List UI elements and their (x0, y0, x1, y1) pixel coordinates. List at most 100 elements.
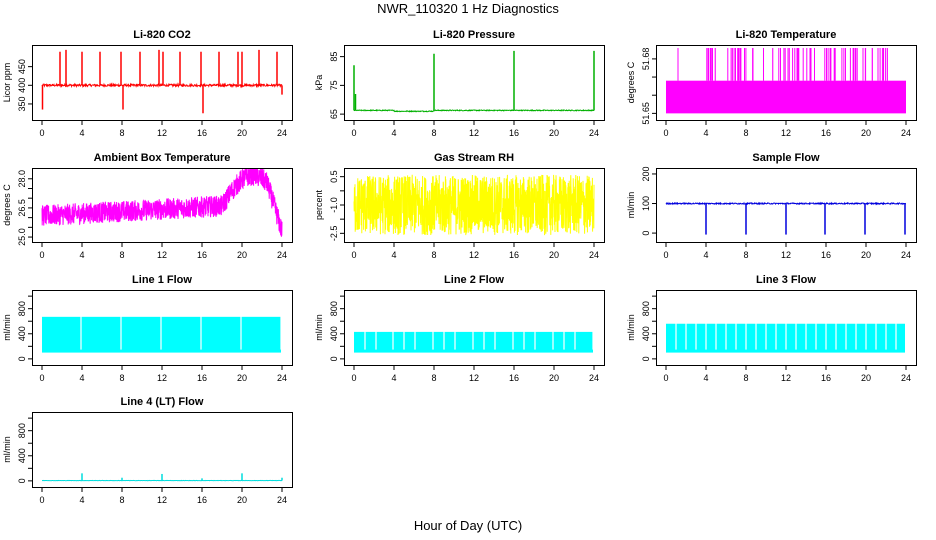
series-li-820-temperature (666, 48, 906, 114)
x-tick-label-ambient-box-temperature-20: 20 (237, 250, 247, 260)
x-tick-label-li-820-co2-24: 24 (277, 128, 287, 138)
x-tick-label-li-820-co2-16: 16 (197, 128, 207, 138)
x-tick-label-line-2-flow-20: 20 (549, 373, 559, 383)
y-tick-label-sample-flow-0: 0 (641, 231, 651, 236)
y-tick-label-line-2-flow-2: 400 (329, 326, 339, 341)
x-tick-label-line-4-lt-flow-0: 0 (39, 495, 44, 505)
x-tick-label-li-820-temperature-4: 4 (703, 128, 708, 138)
x-tick-label-ambient-box-temperature-16: 16 (197, 250, 207, 260)
y-tick-label-line-1-flow-4: 800 (17, 301, 27, 316)
y-axis-label-sample-flow: ml/min (626, 192, 636, 219)
x-tick-label-li-820-temperature-12: 12 (781, 128, 791, 138)
x-tick-label-line-1-flow-8: 8 (119, 373, 124, 383)
y-tick-label-line-3-flow-2: 400 (641, 326, 651, 341)
x-tick-label-li-820-temperature-16: 16 (821, 128, 831, 138)
y-axis-label-line-3-flow: ml/min (626, 314, 636, 341)
x-tick-label-ambient-box-temperature-12: 12 (157, 250, 167, 260)
panel-title-ambient-box-temperature: Ambient Box Temperature (94, 152, 231, 164)
panel-li-820-pressure: Li-820 Pressure kPa 0 4 8 12 16 20 24 65 75 85 (314, 29, 605, 138)
y-axis-label-li-820-pressure: kPa (314, 75, 324, 91)
x-tick-label-line-4-lt-flow-24: 24 (277, 495, 287, 505)
series-line-sample-flow (665, 201, 906, 206)
y-tick-label-gas-stream-rh-4: 0.5 (329, 170, 339, 183)
x-axis-label: Hour of Day (UTC) (413, 518, 523, 533)
panel-title-li-820-co2: Li-820 CO2 (133, 29, 190, 41)
x-tick-label-line-4-lt-flow-20: 20 (237, 495, 247, 505)
y-tick-label-ambient-box-temperature-3: 26.5 (17, 199, 27, 217)
series-line-li-820-pressure (353, 109, 595, 113)
x-tick-label-li-820-pressure-0: 0 (351, 128, 356, 138)
x-tick-label-ambient-box-temperature-0: 0 (39, 250, 44, 260)
x-tick-label-sample-flow-8: 8 (743, 250, 748, 260)
y-tick-label-line-2-flow-4: 800 (329, 301, 339, 316)
x-tick-label-line-1-flow-0: 0 (39, 373, 44, 383)
y-axis-label-ambient-box-temperature: degrees C (2, 184, 12, 226)
x-tick-label-gas-stream-rh-4: 4 (391, 250, 396, 260)
x-tick-label-line-3-flow-20: 20 (861, 373, 871, 383)
panel-line-2-flow: Line 2 Flow ml/min 0 4 8 12 16 20 24 0 400 800 (314, 274, 605, 383)
x-tick-label-li-820-pressure-16: 16 (509, 128, 519, 138)
x-tick-label-ambient-box-temperature-24: 24 (277, 250, 287, 260)
panel-title-gas-stream-rh: Gas Stream RH (434, 152, 514, 164)
y-tick-label-gas-stream-rh-0: -2.5 (329, 226, 339, 242)
panel-sample-flow: Sample Flow ml/min 0 4 8 12 16 20 24 0 100 200 (626, 152, 917, 260)
y-tick-label-line-3-flow-4: 800 (641, 301, 651, 316)
series-line-3-flow (666, 322, 905, 353)
x-tick-label-sample-flow-20: 20 (861, 250, 871, 260)
x-tick-label-li-820-co2-12: 12 (157, 128, 167, 138)
x-tick-label-li-820-pressure-12: 12 (469, 128, 479, 138)
y-axis-label-li-820-co2: Licor ppm (2, 63, 12, 103)
x-tick-label-line-2-flow-4: 4 (391, 373, 396, 383)
panel-frame-line-2-flow (344, 290, 605, 366)
x-tick-label-li-820-pressure-20: 20 (549, 128, 559, 138)
x-tick-label-line-3-flow-0: 0 (663, 373, 668, 383)
series-spikes-li-820-temperature (677, 48, 888, 81)
x-tick-label-gas-stream-rh-0: 0 (351, 250, 356, 260)
x-tick-label-li-820-co2-20: 20 (237, 128, 247, 138)
x-tick-label-line-2-flow-0: 0 (351, 373, 356, 383)
series-line-2-flow (354, 330, 594, 353)
x-tick-label-sample-flow-12: 12 (781, 250, 791, 260)
series-line-ambient-box-temperature (41, 168, 283, 237)
y-tick-label-sample-flow-1: 100 (641, 196, 651, 211)
series-line-4-lt-flow (42, 473, 283, 482)
panel-li-820-temperature: Li-820 Temperature degrees C 0 4 8 12 16 20 24 51… (626, 29, 917, 138)
y-tick-label-line-4-lt-flow-2: 400 (17, 448, 27, 463)
x-tick-label-sample-flow-0: 0 (663, 250, 668, 260)
panel-title-sample-flow: Sample Flow (752, 152, 820, 164)
x-tick-label-li-820-pressure-24: 24 (589, 128, 599, 138)
y-tick-label-li-820-co2-1: 400 (17, 78, 27, 93)
x-tick-label-li-820-temperature-8: 8 (743, 128, 748, 138)
x-tick-label-li-820-co2-0: 0 (39, 128, 44, 138)
x-tick-label-line-4-lt-flow-16: 16 (197, 495, 207, 505)
panel-title-li-820-pressure: Li-820 Pressure (433, 29, 515, 41)
x-tick-label-line-1-flow-20: 20 (237, 373, 247, 383)
y-tick-label-line-1-flow-2: 400 (17, 326, 27, 341)
x-tick-label-li-820-pressure-4: 4 (391, 128, 396, 138)
panel-frame-li-820-pressure (344, 45, 605, 121)
x-tick-label-gas-stream-rh-8: 8 (431, 250, 436, 260)
x-tick-label-li-820-pressure-8: 8 (431, 128, 436, 138)
x-tick-label-line-4-lt-flow-8: 8 (119, 495, 124, 505)
y-axis-label-line-1-flow: ml/min (2, 314, 12, 341)
x-tick-label-line-3-flow-12: 12 (781, 373, 791, 383)
panel-title-line-4-lt-flow: Line 4 (LT) Flow (121, 396, 204, 408)
x-tick-label-sample-flow-24: 24 (901, 250, 911, 260)
x-tick-label-gas-stream-rh-24: 24 (589, 250, 599, 260)
y-axis-label-li-820-temperature: degrees C (626, 61, 636, 103)
y-tick-label-sample-flow-2: 200 (641, 166, 651, 181)
series-li-820-pressure (353, 50, 595, 113)
y-tick-label-line-2-flow-0: 0 (329, 356, 339, 361)
x-tick-label-sample-flow-4: 4 (703, 250, 708, 260)
panel-gas-stream-rh: Gas Stream RH percent 0 4 8 12 16 20 24 -2.5 -1.0 0… (314, 152, 605, 260)
figure-title: NWR_110320 1 Hz Diagnostics (377, 1, 559, 16)
series-li-820-co2 (41, 49, 283, 114)
panel-title-line-3-flow: Line 3 Flow (756, 274, 816, 286)
x-tick-label-li-820-co2-4: 4 (79, 128, 84, 138)
x-tick-label-line-3-flow-8: 8 (743, 373, 748, 383)
x-tick-label-ambient-box-temperature-4: 4 (79, 250, 84, 260)
y-tick-label-ambient-box-temperature-6: 28.0 (17, 170, 27, 188)
series-gas-stream-rh (353, 174, 595, 236)
panel-title-line-2-flow: Line 2 Flow (444, 274, 504, 286)
